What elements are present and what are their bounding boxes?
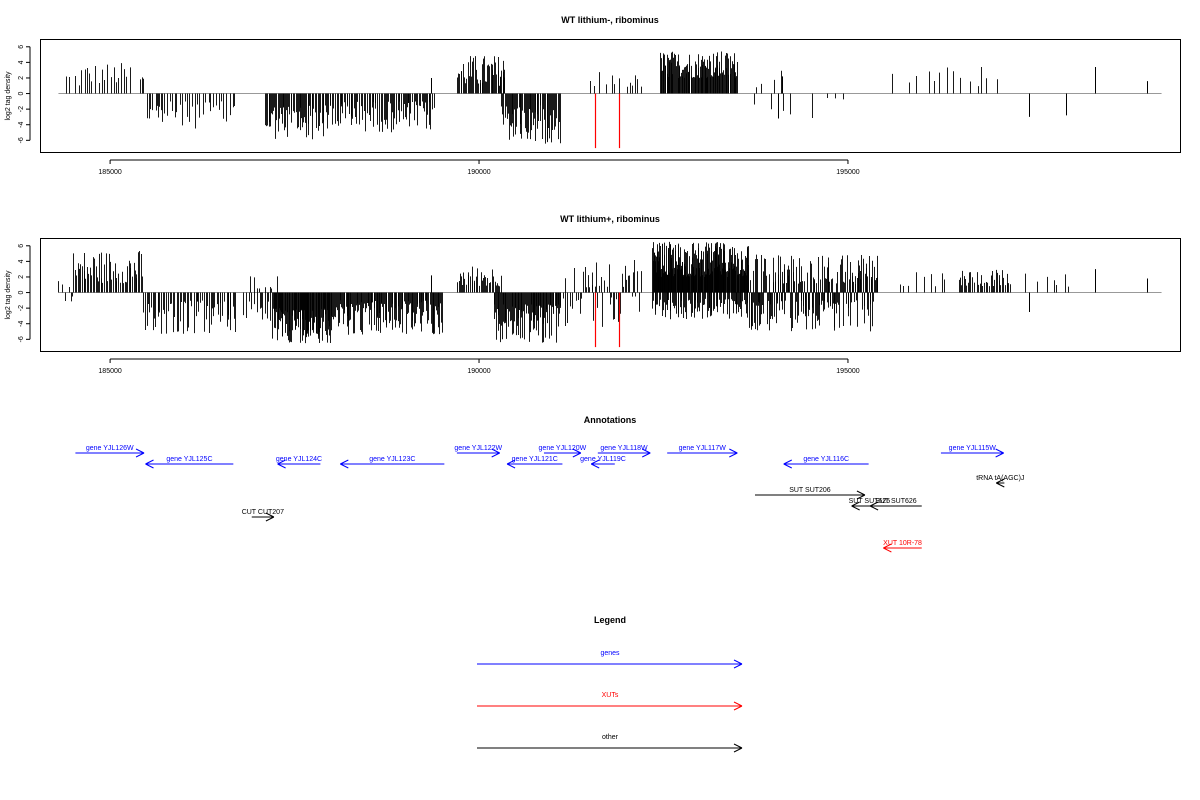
annotation-arrow xyxy=(75,448,145,458)
plot-frame xyxy=(40,238,1181,352)
annotation-label: gene YJL118W xyxy=(600,445,648,452)
legend-arrow xyxy=(477,743,743,753)
annotation-label: gene YJL120W xyxy=(539,445,587,452)
annotation-arrow xyxy=(456,448,500,458)
annotation-arrow xyxy=(277,459,321,469)
y-tick-label: 4 xyxy=(18,259,25,263)
annotation-label: gene YJL126W xyxy=(86,445,134,452)
x-axis: 185000 190000 195000 xyxy=(98,358,860,375)
plot-area xyxy=(58,51,1162,149)
y-tick-label: 0 xyxy=(18,92,25,96)
legend-arrow xyxy=(477,701,743,711)
track-panel-lithium-minus: WT lithium-, ribominus log2 tag density … xyxy=(5,15,1181,176)
y-tick-label: 2 xyxy=(18,76,25,80)
x-tick-label: 195000 xyxy=(836,368,859,375)
annotation-label: SUT SUT625 xyxy=(849,498,891,505)
annotation-arrow xyxy=(145,459,234,469)
legend-arrow xyxy=(477,659,743,669)
y-tick-label: -6 xyxy=(18,137,25,143)
y-tick-label: 0 xyxy=(18,291,25,295)
annotation-label: CUT CUT207 xyxy=(242,509,284,516)
panel-title: WT lithium-, ribominus xyxy=(561,15,659,25)
annotation-label: SUT SUT206 xyxy=(789,487,831,494)
legend-panel: Legend genes XUTs other xyxy=(477,615,743,753)
plot-area xyxy=(58,241,1162,348)
annotation-arrow xyxy=(251,512,275,522)
annotation-arrow xyxy=(883,543,922,553)
legend-label: genes xyxy=(600,650,620,657)
annotation-arrow xyxy=(783,459,869,469)
y-tick-label: 2 xyxy=(18,275,25,279)
y-tick-label: -4 xyxy=(18,122,25,128)
x-axis: 185000 190000 195000 xyxy=(98,159,860,176)
plot-frame xyxy=(40,39,1181,153)
x-tick-label: 185000 xyxy=(98,368,121,375)
annotation-arrow xyxy=(940,448,1004,458)
annotation-label: gene YJL116C xyxy=(803,456,849,463)
legend-items: genes XUTs other xyxy=(477,650,743,753)
y-axis-label: log2 tag density xyxy=(5,71,12,121)
signal-bars xyxy=(58,241,1148,344)
track-panel-lithium-plus: WT lithium+, ribominus log2 tag density … xyxy=(5,214,1181,375)
annotation-arrow xyxy=(506,459,563,469)
x-tick-label: 195000 xyxy=(836,169,859,176)
panel-title: WT lithium+, ribominus xyxy=(560,214,660,224)
x-tick-label: 190000 xyxy=(467,169,490,176)
annotation-arrow xyxy=(590,459,615,469)
y-tick-label: -2 xyxy=(18,305,25,311)
annotation-label: gene YJL122W xyxy=(454,445,502,452)
y-tick-label: 4 xyxy=(18,60,25,64)
legend-label: XUTs xyxy=(602,692,619,699)
y-axis: 6 4 2 0 -2 -4 -6 xyxy=(18,244,31,342)
annotation-label: gene YJL115W xyxy=(949,445,997,452)
annotation-arrow xyxy=(996,478,1005,488)
annotation-arrow xyxy=(340,459,445,469)
signal-bars xyxy=(66,51,1148,144)
annotations-title: Annotations xyxy=(584,415,637,425)
annotation-arrow xyxy=(597,448,651,458)
y-tick-label: -2 xyxy=(18,106,25,112)
annotation-arrow xyxy=(869,501,922,511)
legend-label: other xyxy=(602,734,619,741)
y-tick-label: 6 xyxy=(18,244,25,248)
annotation-label: tRNA tA(AGC)J xyxy=(976,475,1024,482)
annotation-label: gene YJL125C xyxy=(166,456,212,463)
annotation-label: gene YJL123C xyxy=(369,456,415,463)
annotation-arrow xyxy=(667,448,738,458)
annotation-arrow xyxy=(543,448,582,458)
annotation-label: gene YJL121C xyxy=(512,456,558,463)
annotation-label: gene YJL117W xyxy=(679,445,727,452)
y-tick-label: -4 xyxy=(18,321,25,327)
x-tick-label: 190000 xyxy=(467,368,490,375)
y-axis: 6 4 2 0 -2 -4 -6 xyxy=(18,45,31,143)
legend-title: Legend xyxy=(594,615,626,625)
x-tick-label: 185000 xyxy=(98,169,121,176)
annotation-label: gene YJL124C xyxy=(276,456,322,463)
annotation-features: gene YJL126W gene YJL125C gene YJL124C gene… xyxy=(75,445,1024,553)
y-axis-label: log2 tag density xyxy=(5,270,12,320)
y-tick-label: 6 xyxy=(18,45,25,49)
annotation-label: gene YJL119C xyxy=(580,456,626,463)
annotation-label: XUT 10R-78 xyxy=(883,540,922,547)
y-tick-label: -6 xyxy=(18,336,25,342)
annotation-label: SUT SUT626 xyxy=(875,498,917,505)
annotation-arrow xyxy=(754,490,866,500)
